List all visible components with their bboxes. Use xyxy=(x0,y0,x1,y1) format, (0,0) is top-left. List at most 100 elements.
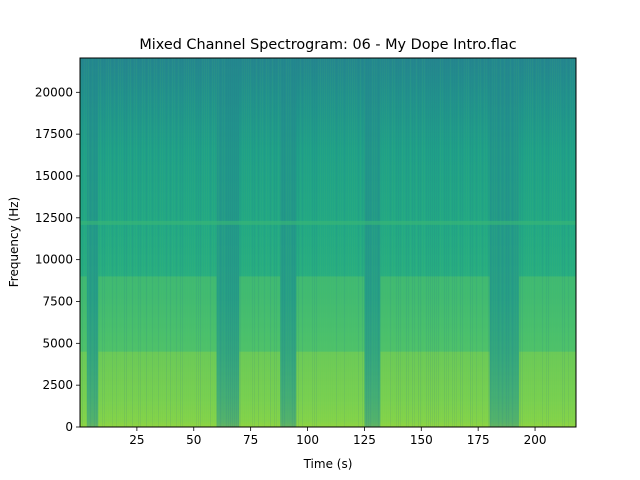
texture-stripe xyxy=(424,58,425,427)
texture-stripe xyxy=(376,58,377,427)
texture-stripe xyxy=(336,58,337,427)
texture-stripe xyxy=(240,58,241,427)
texture-stripe xyxy=(524,58,525,427)
texture-stripe xyxy=(226,58,227,427)
texture-stripe xyxy=(150,58,151,427)
texture-stripe xyxy=(442,58,443,427)
texture-stripe xyxy=(124,58,125,427)
texture-stripe xyxy=(278,58,279,427)
texture-stripe xyxy=(526,58,527,427)
texture-stripe xyxy=(304,58,305,427)
loud-segment-high-band xyxy=(139,276,217,427)
texture-stripe xyxy=(562,58,563,427)
loud-segment-high-band xyxy=(380,276,422,427)
texture-stripe xyxy=(284,58,285,427)
x-tick-label: 75 xyxy=(243,433,258,447)
x-axis-label: Time (s) xyxy=(303,457,353,471)
y-tick-label: 7500 xyxy=(42,294,73,308)
texture-stripe xyxy=(356,58,357,427)
texture-stripe xyxy=(334,58,335,427)
texture-stripe xyxy=(408,58,409,427)
texture-stripe xyxy=(402,58,403,427)
texture-stripe xyxy=(202,58,203,427)
texture-stripe xyxy=(532,58,533,427)
texture-stripe xyxy=(288,58,289,427)
texture-stripe xyxy=(82,58,83,427)
texture-stripe xyxy=(282,58,283,427)
texture-stripe xyxy=(374,58,375,427)
texture-stripe xyxy=(518,58,519,427)
loud-segment-high-band xyxy=(80,276,87,427)
texture-stripe xyxy=(522,58,523,427)
texture-stripe xyxy=(530,58,531,427)
texture-stripe xyxy=(438,58,439,427)
texture-stripe xyxy=(456,58,457,427)
texture-stripe xyxy=(358,58,359,427)
texture-stripe xyxy=(170,58,171,427)
x-tick-label: 200 xyxy=(524,433,547,447)
texture-stripe xyxy=(496,58,497,427)
texture-stripe xyxy=(472,58,473,427)
texture-stripe xyxy=(316,58,317,427)
texture-stripe xyxy=(564,58,565,427)
texture-stripe xyxy=(360,58,361,427)
texture-stripe xyxy=(270,58,271,427)
texture-stripe xyxy=(366,58,367,427)
texture-stripe xyxy=(272,58,273,427)
texture-stripe xyxy=(324,58,325,427)
texture-stripe xyxy=(560,58,561,427)
texture-stripe xyxy=(98,58,99,427)
y-tick-label: 2500 xyxy=(42,378,73,392)
texture-stripe xyxy=(232,58,233,427)
texture-stripe xyxy=(434,58,435,427)
texture-stripe xyxy=(184,58,185,427)
texture-stripe xyxy=(542,58,543,427)
texture-stripe xyxy=(536,58,537,427)
texture-stripe xyxy=(574,58,575,427)
texture-stripe xyxy=(410,58,411,427)
y-tick-label: 0 xyxy=(65,420,73,434)
x-tick-label: 50 xyxy=(186,433,201,447)
quiet-segment xyxy=(280,58,297,427)
texture-stripe xyxy=(488,58,489,427)
texture-stripe xyxy=(340,58,341,427)
texture-stripe xyxy=(412,58,413,427)
texture-stripe xyxy=(420,58,421,427)
texture-stripe xyxy=(296,58,297,427)
texture-stripe xyxy=(528,58,529,427)
texture-stripe xyxy=(370,58,371,427)
texture-stripe xyxy=(310,58,311,427)
loud-segment-low-band xyxy=(80,351,87,427)
texture-stripe xyxy=(280,58,281,427)
texture-stripe xyxy=(342,58,343,427)
texture-stripe xyxy=(258,58,259,427)
texture-stripe xyxy=(534,58,535,427)
texture-stripe xyxy=(206,58,207,427)
texture-stripe xyxy=(148,58,149,427)
texture-stripe xyxy=(318,58,319,427)
texture-stripe xyxy=(248,58,249,427)
texture-stripe xyxy=(460,58,461,427)
y-tick-label: 17500 xyxy=(35,127,73,141)
texture-stripe xyxy=(156,58,157,427)
texture-stripe xyxy=(222,58,223,427)
texture-stripe xyxy=(346,58,347,427)
texture-stripe xyxy=(352,58,353,427)
texture-stripe xyxy=(350,58,351,427)
loud-segment-low-band xyxy=(519,351,576,427)
texture-stripe xyxy=(180,58,181,427)
texture-stripe xyxy=(490,58,491,427)
texture-stripe xyxy=(378,58,379,427)
texture-stripe xyxy=(136,58,137,427)
quiet-segment xyxy=(86,58,99,427)
x-tick-label: 125 xyxy=(353,433,376,447)
texture-stripe xyxy=(468,58,469,427)
texture-stripe xyxy=(396,58,397,427)
texture-stripe xyxy=(92,58,93,427)
tonal-band-line xyxy=(80,220,576,225)
texture-stripe xyxy=(260,58,261,427)
texture-stripe xyxy=(504,58,505,427)
texture-stripe xyxy=(146,58,147,427)
texture-stripe xyxy=(268,58,269,427)
texture-stripe xyxy=(436,58,437,427)
